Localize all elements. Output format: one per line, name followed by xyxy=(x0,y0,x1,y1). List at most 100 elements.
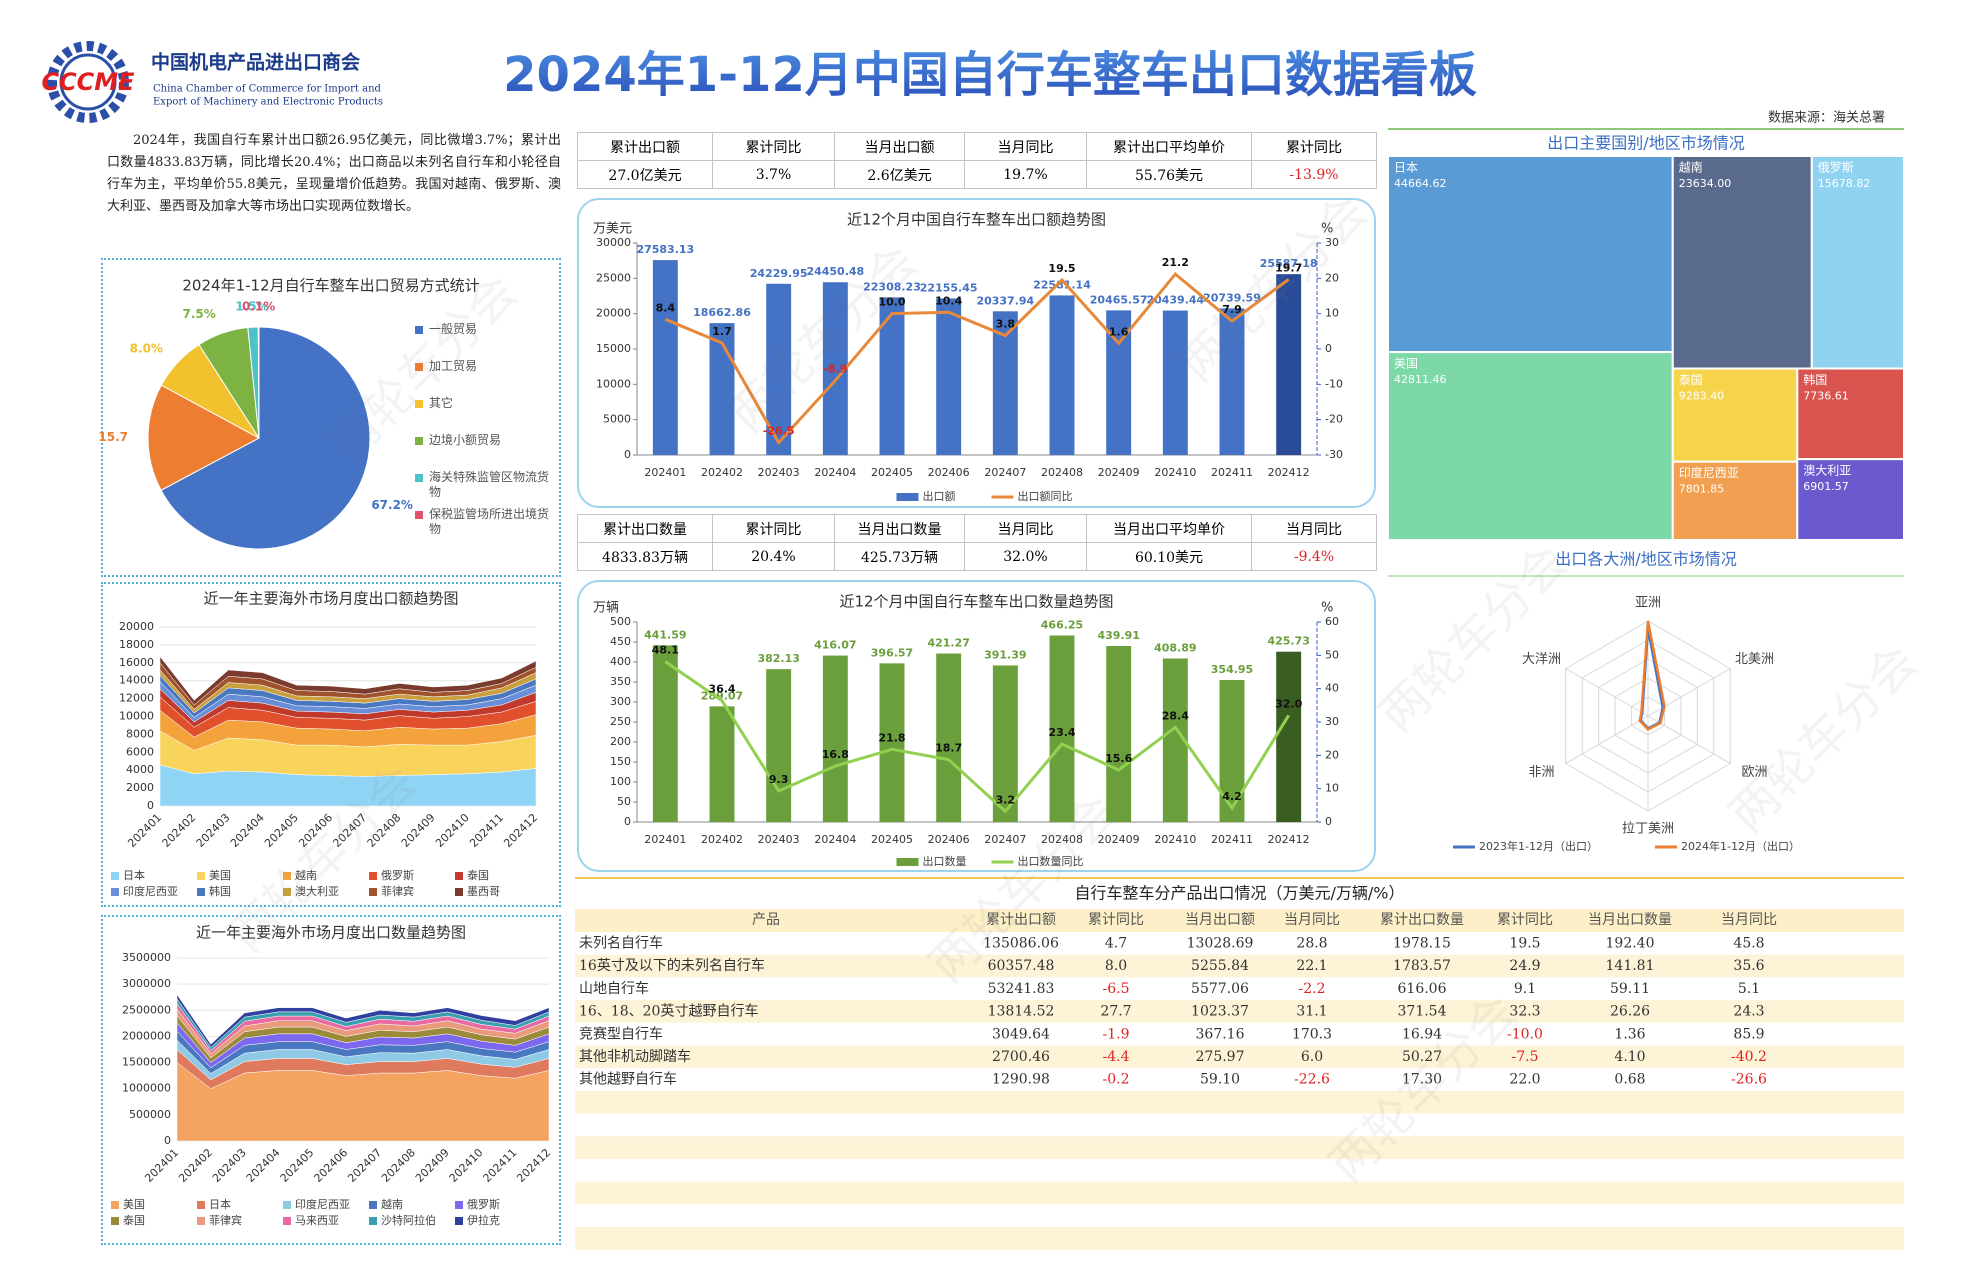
chart-title: 近一年主要海外市场月度出口额趋势图 xyxy=(203,590,458,608)
cell-label: 印度尼西亚 xyxy=(1679,465,1739,480)
pie-panel-svg: 2024年1-12月自行车整车出口贸易方式统计 67.2% 15.7 8.0% 7.5%… xyxy=(98,277,480,550)
bar xyxy=(992,665,1018,822)
legend-label: 其它 xyxy=(429,396,454,410)
x-tick-label: 202407 xyxy=(345,1146,384,1185)
y2-tick-label: 30 xyxy=(1325,715,1339,728)
row-stripe xyxy=(575,1204,1904,1228)
x-tick-label: 202405 xyxy=(278,1146,317,1185)
table-cell: 4.7 xyxy=(1105,936,1127,952)
data-label: 1.5% xyxy=(235,300,268,314)
data-label: 7.5% xyxy=(183,307,216,321)
x-tick-label: 202403 xyxy=(210,1146,249,1185)
x-tick-label: 202412 xyxy=(514,1146,553,1185)
cell-label: 泰国 xyxy=(1679,373,1703,387)
cell-value: 6901.57 xyxy=(1803,480,1849,493)
table-cell: 1290.98 xyxy=(992,1072,1050,1088)
table-cell: 45.8 xyxy=(1733,936,1764,952)
market-value-chart: 近一年主要海外市场月度出口额趋势图 0 2000 4000 6000 8000 10000 1… xyxy=(101,582,561,907)
data-label: 10.0 xyxy=(878,296,905,309)
legend-swatch xyxy=(896,493,919,501)
table-cell: 50.27 xyxy=(1402,1049,1442,1065)
y-tick-label: 2000 xyxy=(126,781,154,794)
x-tick-label: 202410 xyxy=(1154,833,1196,846)
kpi-value: -13.9% xyxy=(1251,160,1377,189)
y-tick-label: 30000 xyxy=(596,236,631,249)
table-cell: 85.9 xyxy=(1733,1026,1764,1042)
kpi-value: 27.0亿美元 xyxy=(577,160,713,189)
row-stripe xyxy=(575,954,1904,978)
legend-swatch xyxy=(415,474,423,482)
x-tick-label: 202404 xyxy=(814,833,856,846)
legend-label: 印度尼西亚 xyxy=(123,884,178,898)
kpi-table: 累计出口额 累计同比 当月出口额 当月同比 累计出口平均单价 累计同比 27.0亿美元 3.7… xyxy=(577,132,1377,189)
data-label: 8.4 xyxy=(656,301,676,314)
cell-value: 23634.00 xyxy=(1679,177,1732,190)
row-stripe xyxy=(575,977,1904,1001)
table-cell: 135086.06 xyxy=(983,936,1059,952)
x-tick-label: 202403 xyxy=(194,811,233,850)
data-label: 24229.95 xyxy=(750,267,808,280)
table-cell: 60357.48 xyxy=(988,958,1055,974)
y-tick-label: 150 xyxy=(610,755,631,768)
legend-swatch xyxy=(415,400,423,408)
kpi-header: 当月同比 xyxy=(1251,514,1377,543)
y-tick-label: 1500000 xyxy=(122,1056,171,1069)
x-tick-label: 202409 xyxy=(399,811,438,850)
data-label: 15.6 xyxy=(1105,752,1132,765)
legend-swatch xyxy=(283,1201,291,1209)
y-tick-label: 14000 xyxy=(119,674,154,687)
legend-label: 2023年1-12月（出口） xyxy=(1479,839,1598,853)
row-stripe xyxy=(575,1181,1904,1205)
table-header: 当月同比 xyxy=(1721,912,1777,928)
y2-tick-label: 60 xyxy=(1325,615,1339,628)
y2-tick-label: 20 xyxy=(1325,271,1339,284)
data-label: 48.1 xyxy=(652,644,679,657)
y2-tick-label: 50 xyxy=(1325,648,1339,661)
legend-label: 日本 xyxy=(123,868,145,882)
kpi-row: 累计出口额 累计同比 当月出口额 当月同比 累计出口平均单价 累计同比 xyxy=(577,132,1377,161)
y2-tick-label: -10 xyxy=(1325,377,1343,390)
x-tick-label: 202404 xyxy=(814,466,856,479)
y-tick-label: 500 xyxy=(610,615,631,628)
table-cell: 24.3 xyxy=(1733,1004,1764,1020)
y-tick-label: 1000000 xyxy=(122,1082,171,1095)
axis-label: 亚洲 xyxy=(1635,596,1661,611)
cell-label: 日本 xyxy=(1394,161,1418,175)
legend-label: 菲律宾 xyxy=(381,884,414,898)
data-label: 18662.86 xyxy=(693,306,751,319)
table-cell: 192.40 xyxy=(1606,936,1655,952)
y-tick-label: 0 xyxy=(624,448,631,461)
table-cell: 2700.46 xyxy=(992,1049,1050,1065)
kpi-value: 32.0% xyxy=(964,542,1087,571)
product-name: 竞赛型自行车 xyxy=(579,1025,663,1042)
market-value-chart-svg: 近一年主要海外市场月度出口额趋势图 0 2000 4000 6000 8000 10000 1… xyxy=(111,590,540,898)
chart-title: 近12个月中国自行车整车出口额趋势图 xyxy=(847,211,1106,229)
y-tick-label: 400 xyxy=(610,655,631,668)
legend-item: 其它 xyxy=(415,396,550,411)
axis-label: 非洲 xyxy=(1528,765,1554,780)
y-tick-label: 200 xyxy=(610,735,631,748)
data-label: 25587.18 xyxy=(1260,257,1318,270)
cell-value: 44664.62 xyxy=(1394,177,1447,190)
table-cell: 8.0 xyxy=(1105,958,1127,974)
bar xyxy=(1219,308,1245,455)
bar xyxy=(652,645,678,822)
logo-gear xyxy=(47,41,129,123)
bar xyxy=(766,669,792,822)
data-label: 8.0% xyxy=(130,341,163,355)
x-tick-label: 202402 xyxy=(701,833,743,846)
kpi-header: 累计出口额 xyxy=(577,132,713,161)
table-header: 当月同比 xyxy=(1284,912,1340,928)
data-label: 408.89 xyxy=(1154,641,1196,654)
x-tick-label: 202402 xyxy=(176,1146,215,1185)
cell-label: 澳大利亚 xyxy=(1803,464,1851,478)
x-tick-label: 202410 xyxy=(447,1146,486,1185)
kpi-value: 20.4% xyxy=(712,542,835,571)
y-tick-label: 10000 xyxy=(119,710,154,723)
legend-label: 2024年1-12月（出口） xyxy=(1681,839,1800,853)
kpi-row: 累计出口数量 累计同比 当月出口数量 当月同比 当月出口平均单价 当月同比 xyxy=(577,514,1377,543)
x-tick-label: 202406 xyxy=(296,811,335,850)
legend-swatch xyxy=(197,872,205,880)
